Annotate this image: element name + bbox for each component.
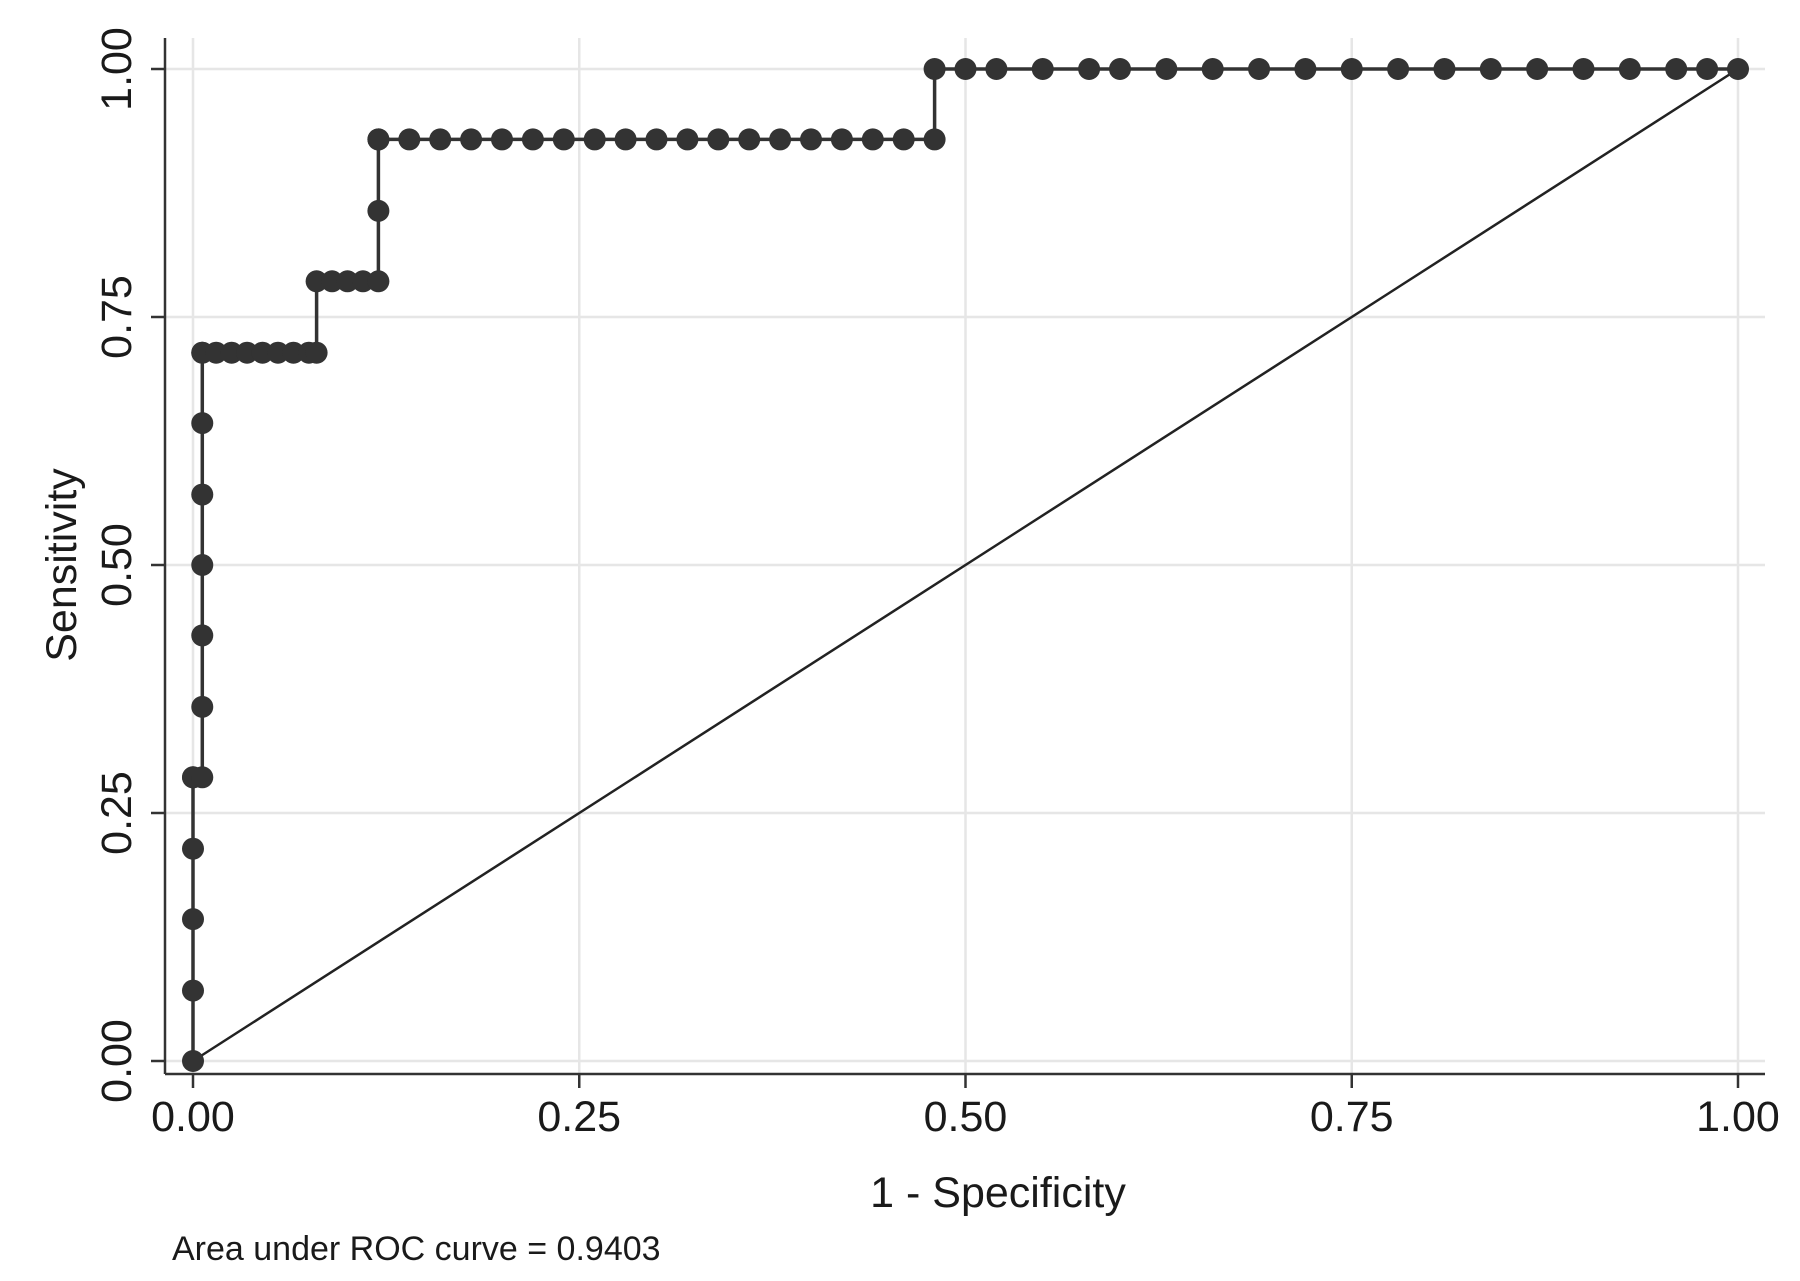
roc-point-38 bbox=[645, 128, 668, 151]
roc-point-22 bbox=[305, 270, 328, 293]
roc-point-14 bbox=[205, 341, 228, 364]
roc-point-18 bbox=[266, 341, 289, 364]
roc-point-23 bbox=[321, 270, 344, 293]
roc-point-6 bbox=[191, 766, 214, 789]
roc-point-34 bbox=[521, 128, 544, 151]
roc-point-46 bbox=[892, 128, 915, 151]
roc-point-62 bbox=[1526, 58, 1549, 80]
y-axis-ticks: 0.00 0.25 0.50 0.75 1.00 bbox=[93, 27, 165, 1103]
y-tick-label-3: 0.75 bbox=[93, 275, 141, 359]
roc-point-32 bbox=[460, 128, 483, 151]
roc-point-43 bbox=[800, 128, 822, 151]
x-tick-label-4: 1.00 bbox=[1696, 1093, 1780, 1141]
roc-point-17 bbox=[251, 341, 274, 364]
x-axis-title: 1 - Specificity bbox=[870, 1169, 1126, 1217]
roc-point-67 bbox=[1727, 58, 1749, 80]
roc-point-30 bbox=[398, 128, 421, 151]
roc-point-7 bbox=[191, 695, 214, 718]
roc-point-26 bbox=[367, 270, 390, 293]
x-tick-label-1: 0.25 bbox=[537, 1093, 621, 1141]
roc-point-37 bbox=[614, 128, 637, 151]
roc-point-9 bbox=[191, 554, 214, 576]
roc-point-47 bbox=[923, 128, 946, 151]
roc-point-65 bbox=[1665, 58, 1688, 80]
roc-point-54 bbox=[1155, 58, 1178, 80]
auc-note: Area under ROC curve = 0.9403 bbox=[172, 1230, 661, 1268]
roc-point-15 bbox=[220, 341, 243, 364]
roc-point-57 bbox=[1294, 58, 1317, 80]
roc-point-63 bbox=[1572, 58, 1595, 80]
roc-point-42 bbox=[769, 128, 792, 151]
roc-point-11 bbox=[191, 412, 214, 435]
y-tick-label-4: 1.00 bbox=[93, 27, 141, 111]
y-tick-label-1: 0.25 bbox=[93, 771, 141, 855]
roc-point-61 bbox=[1479, 58, 1502, 80]
roc-point-21 bbox=[305, 341, 328, 364]
roc-point-51 bbox=[1031, 58, 1054, 80]
roc-point-8 bbox=[191, 624, 214, 647]
x-axis-ticks: 0.00 0.25 0.50 0.75 1.00 bbox=[151, 1074, 1780, 1141]
roc-point-50 bbox=[985, 58, 1008, 80]
roc-point-45 bbox=[861, 128, 884, 151]
roc-point-27 bbox=[367, 199, 390, 222]
roc-point-58 bbox=[1340, 58, 1363, 80]
roc-point-40 bbox=[707, 128, 730, 151]
y-tick-label-0: 0.00 bbox=[93, 1019, 141, 1103]
roc-point-60 bbox=[1433, 58, 1456, 80]
roc-point-49 bbox=[954, 58, 977, 80]
roc-point-25 bbox=[351, 270, 374, 293]
x-tick-label-0: 0.00 bbox=[151, 1093, 235, 1141]
roc-point-29 bbox=[367, 128, 390, 151]
roc-point-0 bbox=[182, 1050, 204, 1072]
roc-point-19 bbox=[282, 341, 305, 364]
roc-point-16 bbox=[236, 341, 259, 364]
roc-point-52 bbox=[1078, 58, 1101, 80]
roc-point-53 bbox=[1109, 58, 1131, 80]
roc-point-1 bbox=[182, 979, 204, 1002]
roc-point-3 bbox=[182, 837, 204, 860]
y-axis-title: Sensitivity bbox=[38, 468, 86, 662]
roc-point-33 bbox=[491, 128, 513, 151]
x-tick-label-2: 0.50 bbox=[924, 1093, 1008, 1141]
roc-point-10 bbox=[191, 483, 214, 506]
roc-point-39 bbox=[676, 128, 699, 151]
roc-point-56 bbox=[1248, 58, 1271, 80]
roc-curve-points bbox=[182, 58, 1749, 1072]
y-tick-label-2: 0.50 bbox=[93, 523, 141, 607]
roc-point-31 bbox=[429, 128, 452, 151]
reference-line bbox=[192, 67, 1739, 1063]
roc-point-36 bbox=[583, 128, 606, 151]
roc-point-64 bbox=[1618, 58, 1641, 80]
roc-point-2 bbox=[182, 908, 204, 931]
roc-point-66 bbox=[1696, 58, 1719, 80]
roc-point-44 bbox=[830, 128, 853, 151]
roc-point-55 bbox=[1201, 58, 1224, 80]
roc-point-35 bbox=[552, 128, 575, 151]
roc-point-24 bbox=[336, 270, 359, 293]
roc-point-59 bbox=[1387, 58, 1410, 80]
roc-point-48 bbox=[923, 58, 946, 80]
x-tick-label-3: 0.75 bbox=[1310, 1093, 1394, 1141]
roc-point-41 bbox=[738, 128, 761, 151]
